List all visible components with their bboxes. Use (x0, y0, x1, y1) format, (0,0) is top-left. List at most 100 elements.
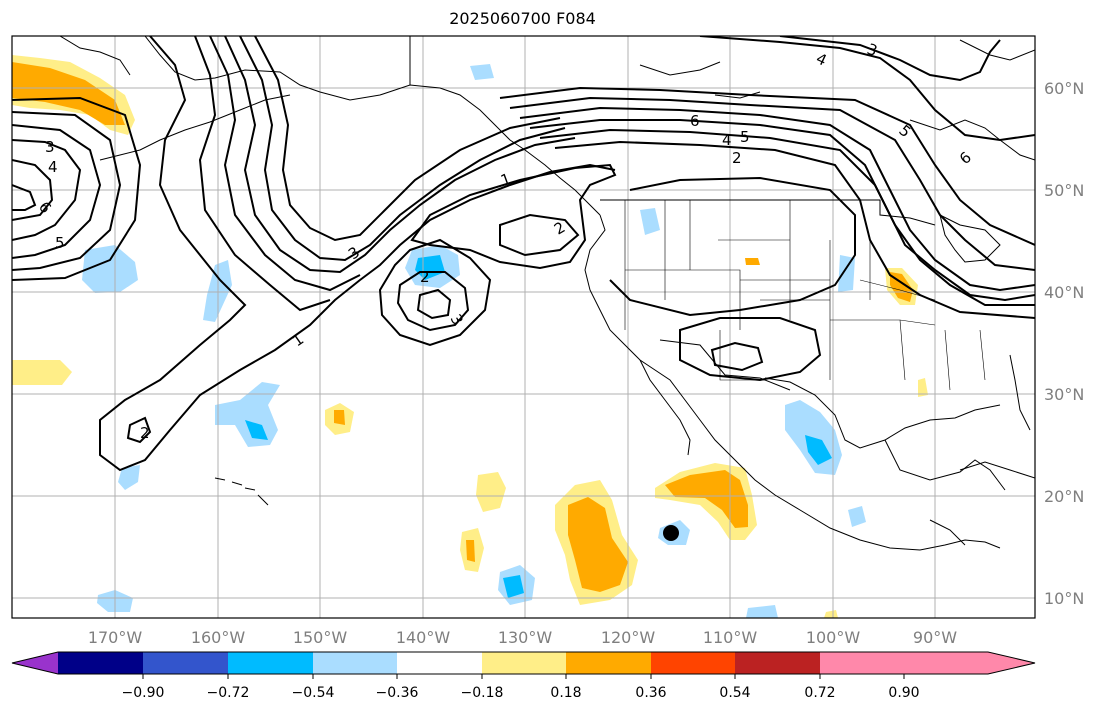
colorbar-swatch (482, 652, 566, 674)
great-lakes (939, 214, 1001, 263)
anomaly-fill-layer (12, 55, 928, 618)
longitude-label: 120°W (601, 628, 656, 647)
aleutian-islands (99, 94, 291, 161)
longitude-label: 130°W (498, 628, 553, 647)
colorbar-tick-label: −0.36 (376, 685, 419, 701)
contour-line (396, 271, 470, 332)
negative-anomaly-patch (640, 208, 660, 235)
contour-line (12, 96, 142, 281)
contour-line (254, 36, 561, 242)
contour-layer (12, 36, 1035, 472)
map-title: 2025060700 F084 (449, 9, 596, 28)
north-america-west-coast (584, 214, 1001, 551)
contour-label: 2 (732, 149, 742, 167)
negative-anomaly-patch (245, 420, 268, 440)
longitude-label: 100°W (806, 628, 861, 647)
contour-line (378, 238, 492, 347)
positive-anomaly-patch (568, 497, 628, 592)
negative-anomaly-patch (215, 382, 280, 447)
colorbar-tick-label: 0.18 (550, 685, 581, 701)
longitude-label: 110°W (703, 628, 758, 647)
colorbar-tick-label: 0.72 (804, 685, 835, 701)
contour-label: 3 (45, 138, 55, 156)
contour-label: 2 (420, 268, 430, 286)
contour-line (509, 96, 1035, 271)
us-canada-border (600, 199, 936, 226)
graticule (12, 36, 1035, 618)
longitude-label: 160°W (191, 628, 246, 647)
positive-anomaly-patch (824, 610, 838, 618)
longitude-label: 170°W (88, 628, 143, 647)
bering-coast (59, 36, 131, 76)
positive-anomaly-patch (476, 472, 506, 512)
mexico-guatemala-border (929, 519, 966, 546)
contour-line (99, 36, 616, 472)
cuba-coast (959, 461, 1035, 479)
colorbar-min-extension (12, 652, 58, 674)
arctic-coast (959, 39, 1035, 61)
contour-label-layer: 1 1 2 2 2 2 3 3 3 3 4 4 4 5 5 5 6 6 6 (35, 40, 975, 442)
contour-line (609, 176, 856, 317)
hudson-shore (909, 119, 1035, 161)
contour-line (209, 36, 361, 292)
colorbar-swatch (228, 652, 313, 674)
contour-label: 1 (289, 330, 307, 350)
contour-line (410, 163, 617, 270)
colorbar-tick-label: 0.90 (888, 685, 919, 701)
contour-line (710, 341, 764, 372)
contour-line (416, 288, 452, 320)
colorbar-tick-label: −0.18 (461, 685, 504, 701)
colorbar-swatch (651, 652, 735, 674)
positive-anomaly-patch (745, 258, 760, 265)
latitude-label: 30°N (1044, 385, 1084, 404)
longitude-label: 140°W (396, 628, 451, 647)
contour-label: 4 (48, 158, 58, 176)
colorbar-max-extension (904, 652, 1035, 674)
contour-line (529, 119, 1035, 302)
contour-label: 2 (140, 424, 150, 442)
contour-line (12, 111, 122, 271)
contour-line (554, 140, 1035, 319)
contour-line (224, 36, 576, 274)
colorbar-swatch (735, 652, 820, 674)
colorbar-swatch (143, 652, 228, 674)
positive-anomaly-patch (665, 470, 748, 528)
contour-line (126, 416, 152, 444)
arctic-coast (639, 61, 721, 76)
negative-anomaly-patch (805, 435, 832, 465)
negative-anomaly-patch (503, 575, 524, 598)
positive-anomaly-patch (466, 540, 475, 562)
baja-california (639, 359, 691, 456)
state-borders (624, 200, 986, 391)
colorbar-tick-label: −0.90 (122, 685, 165, 701)
yucatan-coast (884, 439, 1006, 491)
negative-anomaly-patch (848, 506, 866, 527)
colorbar-swatch (313, 652, 397, 674)
colorbar-swatch (58, 652, 143, 674)
us-mexico-border (659, 339, 791, 391)
positive-anomaly-patch (918, 378, 928, 397)
colorbar-outline (11, 651, 1036, 675)
latitude-label: 10°N (1044, 589, 1084, 608)
strong-anomaly-spot (663, 525, 679, 541)
colorbar-tick-label: 0.54 (719, 685, 750, 701)
coastline-layer (59, 36, 1035, 551)
negative-anomaly-patch (746, 605, 778, 618)
positive-anomaly-patch (334, 410, 345, 425)
latitude-label: 50°N (1044, 181, 1084, 200)
colorbar-tick-label: −0.72 (207, 685, 250, 701)
negative-anomaly-patch (470, 64, 494, 80)
contour-line (539, 128, 1035, 306)
contour-line (679, 317, 822, 382)
colorbar-tick-label: 0.36 (635, 685, 666, 701)
contour-label: 6 (956, 148, 975, 168)
contour-label: 6 (690, 112, 700, 130)
contour-label: 3 (345, 243, 363, 263)
contour-line (12, 139, 82, 241)
contour-line (12, 124, 102, 259)
gulf-coast (764, 377, 1001, 449)
negative-anomaly-patch (118, 465, 140, 490)
contour-line (779, 36, 1001, 82)
contour-line (12, 159, 54, 221)
